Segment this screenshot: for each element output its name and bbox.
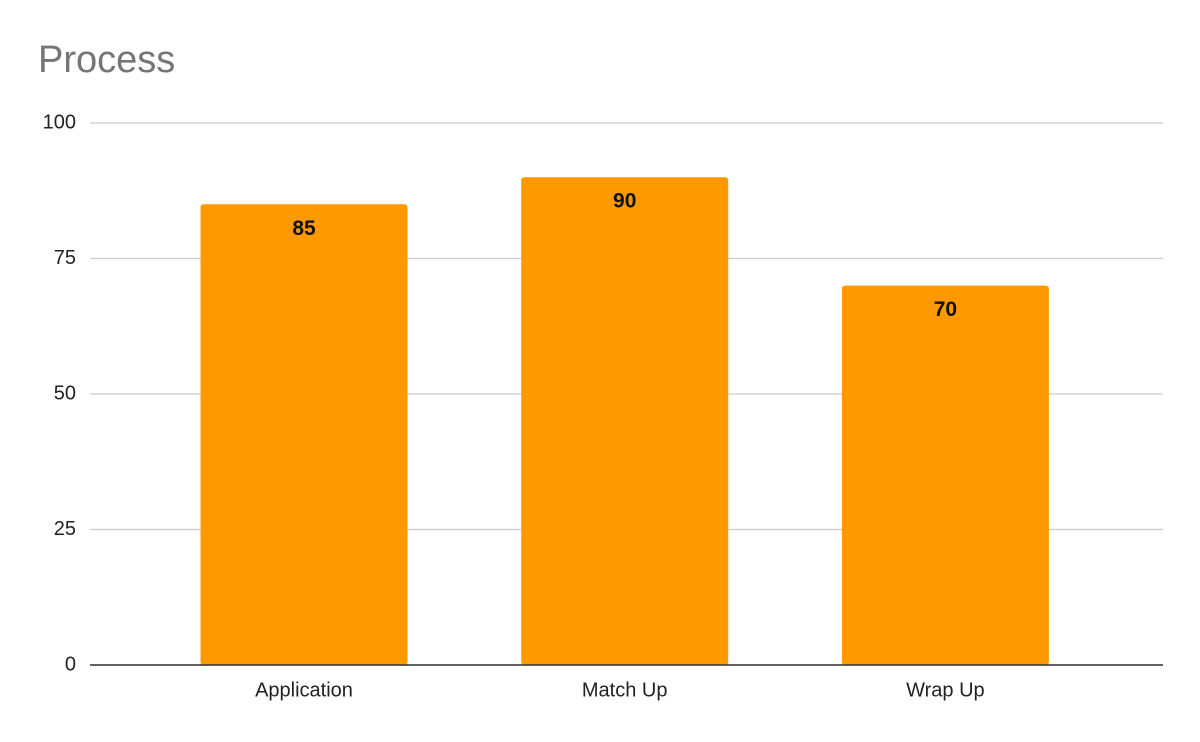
bar	[521, 177, 729, 665]
value-label: 90	[613, 190, 636, 213]
bar	[841, 285, 1049, 665]
x-tick-label: Match Up	[582, 679, 668, 701]
x-tick-label: Application	[255, 679, 353, 701]
bar	[200, 204, 408, 666]
y-tick-label: 25	[54, 518, 76, 540]
y-tick-label: 75	[54, 247, 76, 269]
y-tick-label: 100	[43, 111, 76, 133]
y-tick-label: 50	[54, 382, 76, 404]
value-label: 85	[292, 217, 316, 240]
value-label: 70	[934, 298, 957, 321]
y-tick-label: 0	[65, 653, 76, 675]
chart-title: Process	[38, 39, 175, 81]
x-tick-label: Wrap Up	[906, 679, 985, 701]
